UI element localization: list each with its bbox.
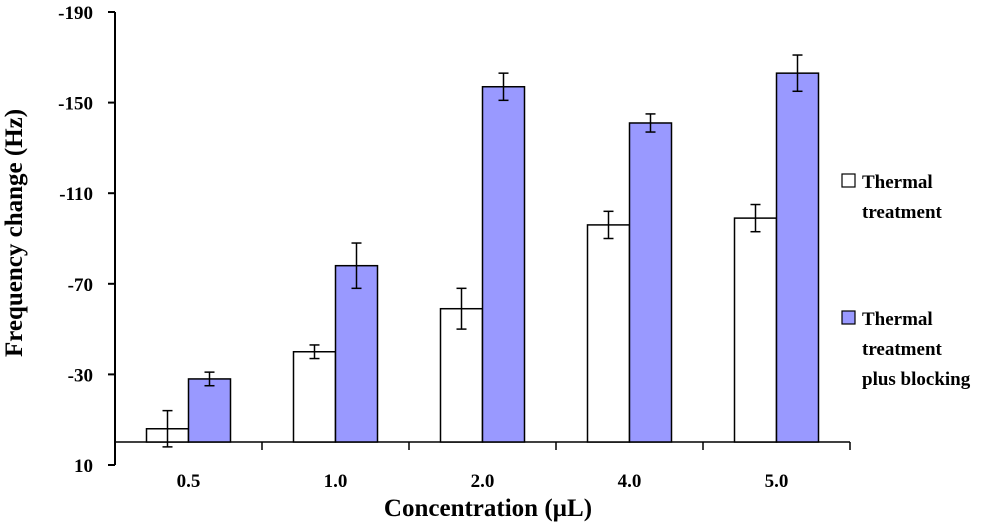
y-tick-label: -70 xyxy=(68,275,93,296)
y-tick-label: -190 xyxy=(58,3,93,24)
bar-thermal xyxy=(439,307,484,443)
x-tick-label: 2.0 xyxy=(471,471,495,492)
bar-thermal-blocking xyxy=(187,378,232,443)
legend-label-thermal: Thermal xyxy=(862,172,933,193)
x-tick-label: 1.0 xyxy=(324,471,348,492)
legend-label-thermal-blocking: treatment xyxy=(862,339,943,360)
legend-swatch-thermal-blocking xyxy=(841,310,856,325)
bar-thermal xyxy=(292,351,337,443)
y-tick-label: -110 xyxy=(59,184,93,205)
bar-thermal-blocking xyxy=(775,72,820,443)
y-tick-label: -30 xyxy=(68,365,93,386)
legend-label-thermal: treatment xyxy=(862,202,943,223)
x-tick-label: 4.0 xyxy=(618,471,642,492)
bar-thermal-blocking xyxy=(628,122,673,443)
plot-area: 10 -30 -70 -110 -150 -190 0.5 1.0 2.0 4.0 5.0 xyxy=(58,3,851,492)
bar-thermal xyxy=(733,217,778,443)
y-tick-label: 10 xyxy=(74,456,93,477)
bar-thermal-blocking xyxy=(481,85,526,443)
y-axis-label: Frequency change (Hz) xyxy=(1,109,28,357)
x-tick-label: 5.0 xyxy=(765,471,789,492)
bar-thermal xyxy=(586,224,631,443)
bar-thermal-blocking xyxy=(334,264,379,443)
legend-label-thermal-blocking: Thermal xyxy=(862,309,933,330)
legend-label-thermal-blocking: plus blocking xyxy=(862,369,971,390)
legend: Thermal treatment Thermal treatment plus blo… xyxy=(841,172,971,390)
legend-swatch-thermal xyxy=(841,173,856,188)
x-tick-label: 0.5 xyxy=(177,471,201,492)
x-axis-label: Concentration (µL) xyxy=(384,495,592,522)
y-tick-label: -150 xyxy=(58,94,93,115)
